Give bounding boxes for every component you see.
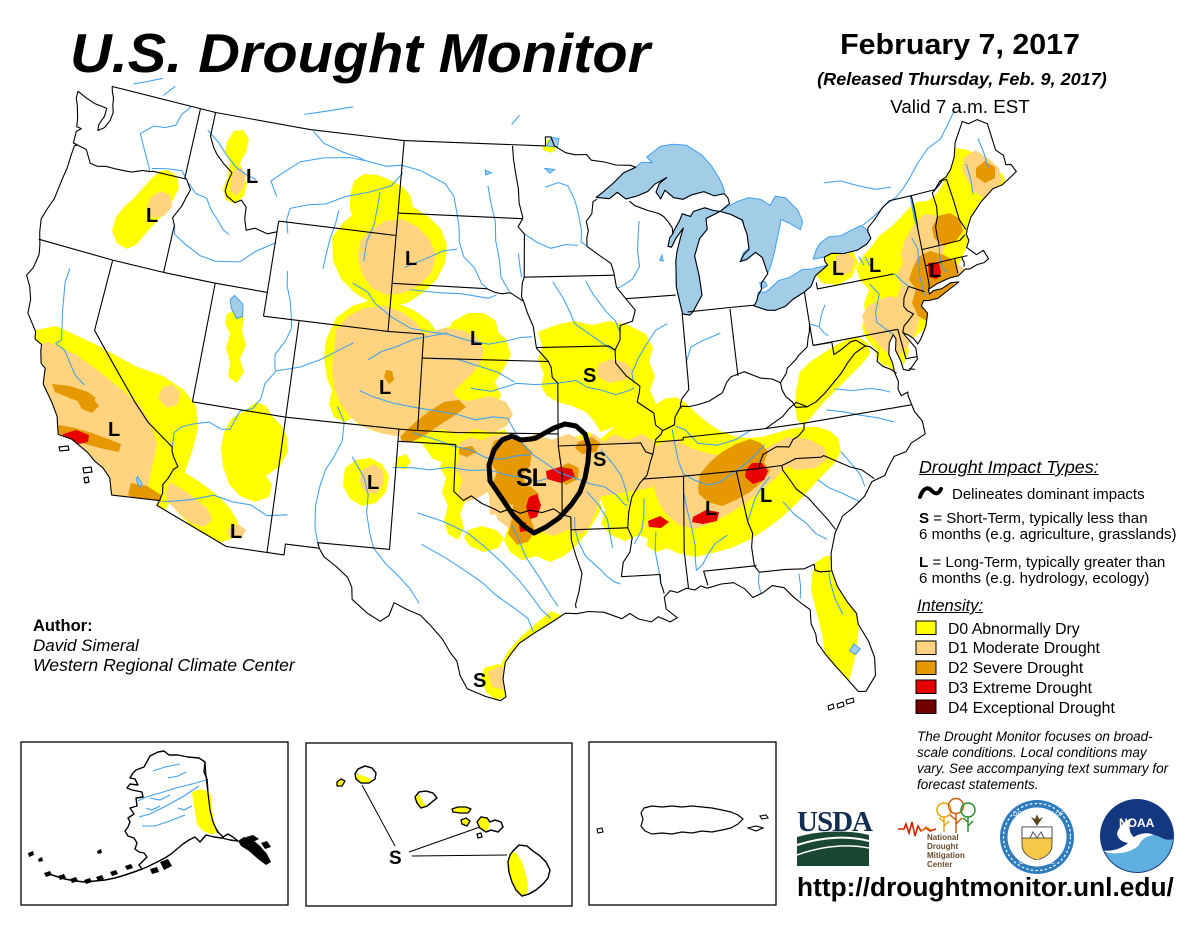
svg-text:COMMERCE: COMMERCE (1019, 860, 1055, 866)
svg-text:L: L (760, 485, 772, 507)
svg-text:SL: SL (516, 464, 547, 492)
svg-text:L: L (367, 472, 379, 494)
svg-text:NOAA: NOAA (1119, 816, 1155, 830)
svg-text:L: L (146, 205, 158, 227)
svg-text:L: L (230, 521, 242, 543)
svg-text:S: S (583, 365, 596, 387)
svg-text:Mitigation: Mitigation (927, 851, 965, 860)
svg-text:National: National (927, 833, 959, 842)
svg-text:S: S (389, 848, 402, 869)
svg-text:DEPARTMENT OF: DEPARTMENT OF (1013, 812, 1064, 818)
svg-text:L: L (405, 248, 417, 270)
svg-text:L: L (108, 419, 120, 441)
svg-text:Drought: Drought (927, 842, 958, 851)
svg-text:L: L (379, 377, 391, 399)
svg-text:S: S (473, 670, 486, 692)
svg-text:L: L (470, 328, 482, 350)
svg-text:Center: Center (927, 860, 952, 869)
svg-text:L: L (869, 255, 881, 277)
svg-text:L: L (705, 498, 717, 520)
svg-text:S: S (593, 449, 606, 471)
svg-text:L: L (929, 260, 941, 282)
svg-text:L: L (246, 166, 258, 188)
svg-text:L: L (832, 258, 844, 280)
